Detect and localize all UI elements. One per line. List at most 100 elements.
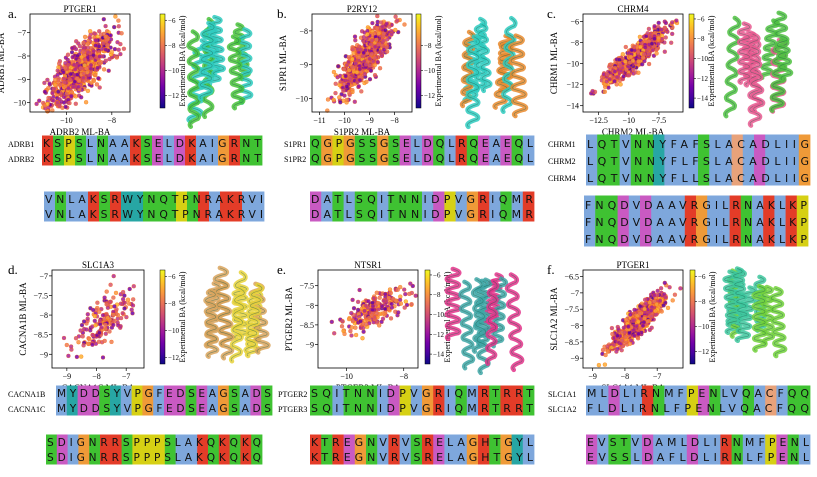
scatter-point <box>344 97 350 103</box>
colorbar-tick-label: −8 <box>424 42 432 50</box>
panel-label: a. <box>8 6 17 21</box>
scatter-point <box>81 40 86 46</box>
scatter-point <box>88 62 94 68</box>
scatter-point <box>103 322 108 328</box>
scatter-point <box>117 325 123 330</box>
scatter-point <box>77 58 82 63</box>
scatter-point <box>112 46 118 52</box>
scatter-point <box>367 56 373 62</box>
scatter-point <box>349 333 354 338</box>
scatter-point <box>636 319 641 325</box>
scatter-point <box>361 325 366 331</box>
residue-cell <box>209 206 221 222</box>
scatter-point <box>339 92 344 97</box>
scatter-point <box>637 34 643 40</box>
scatter-point <box>362 71 368 77</box>
residue-cell <box>53 135 65 151</box>
scatter-point <box>116 18 121 23</box>
scatter-point <box>93 38 98 43</box>
scatter-point <box>663 295 669 300</box>
scatter-point <box>73 46 79 52</box>
residue-cell <box>44 191 56 207</box>
scatter-point <box>626 73 632 78</box>
scatter-point <box>344 62 350 68</box>
x-tick-label: −12.5 <box>589 116 608 125</box>
scatter-point <box>642 297 648 302</box>
scatter-point <box>90 342 95 347</box>
scatter-point <box>96 29 102 34</box>
y-tick-label: −10 <box>13 99 26 108</box>
scatter-point <box>122 293 127 298</box>
scatter-point <box>654 51 659 56</box>
residue-cell <box>99 191 111 207</box>
alignment-row: MLDLIRNMFPENLVQACFQQ <box>586 385 811 401</box>
scatter-point <box>55 68 60 73</box>
scatter-point <box>107 329 112 334</box>
scatter-point <box>379 319 384 325</box>
y-tick-label: −7 <box>570 289 579 298</box>
scatter-point <box>348 328 353 334</box>
y-tick-label: −9 <box>299 61 308 70</box>
scatter-point <box>105 315 111 321</box>
scatter-point <box>106 68 111 73</box>
scatter-point <box>643 45 648 50</box>
scatter-point <box>103 47 108 52</box>
scatter-point <box>72 67 78 72</box>
scatter-point <box>57 103 62 109</box>
scatter-point <box>374 26 380 31</box>
scatter-point <box>126 301 132 306</box>
scatter-point <box>131 283 137 289</box>
alignment-row: EVSSLDAFLDLIRNLFPENL <box>586 449 811 465</box>
scatter-point <box>640 323 646 329</box>
scatter-point <box>69 94 74 99</box>
scatter-point <box>78 66 84 71</box>
residue-cell <box>110 206 122 222</box>
scatter-point <box>357 66 363 72</box>
alignment-row-name: PTGER3 <box>278 405 307 414</box>
scatter-point <box>620 51 626 57</box>
scatter-point <box>376 323 382 328</box>
scatter-point <box>370 59 376 64</box>
residue-cell <box>88 191 100 207</box>
alignment-row: KTREGNVRVSRELAGHTGYL <box>310 449 535 465</box>
scatter-point <box>350 64 356 70</box>
scatter-point <box>61 100 67 105</box>
colorbar <box>159 13 166 109</box>
residue-cell <box>53 150 65 166</box>
alignment-row-name: SLC1A1 <box>548 390 576 399</box>
scatter-point <box>632 307 637 313</box>
scatter-points <box>596 280 683 368</box>
scatter-point <box>57 97 62 102</box>
scatter-point <box>350 297 355 303</box>
x-axis-label: ADRB2 ML-BA <box>50 127 111 137</box>
scatter-point <box>637 303 643 309</box>
protein-structure-image <box>723 10 794 128</box>
scatter-point <box>393 14 398 19</box>
alignment-row-name: CHRM4 <box>548 174 576 183</box>
colorbar-tick-label: −8 <box>698 298 706 306</box>
alignment-row: EVSTVDAMLDLIRNMFPENL <box>586 434 811 450</box>
scatter-point <box>113 290 119 296</box>
scatter-point <box>353 332 359 338</box>
scatter-point <box>338 100 343 105</box>
scatter-point <box>402 305 407 310</box>
scatter-point <box>115 39 120 45</box>
colorbar <box>159 269 166 365</box>
scatter-point <box>55 100 60 105</box>
x-tick-label: −8 <box>390 116 399 125</box>
y-tick-label: −8.5 <box>564 338 579 347</box>
scatter-point <box>103 34 108 40</box>
residue-cell <box>218 135 230 151</box>
scatter-point <box>386 295 392 301</box>
scatter-point <box>621 325 627 331</box>
residue-cell <box>220 191 232 207</box>
residue-cell <box>97 150 109 166</box>
scatter-point <box>395 287 400 292</box>
y-axis-label: S1PR1 ML-BA <box>278 34 288 91</box>
residue-cell <box>141 150 153 166</box>
x-tick-label: −9 <box>63 372 72 381</box>
alignment-row: KSPSLNAAKSELDKAIGRNT <box>42 150 263 166</box>
residue-cell <box>196 135 208 151</box>
scatter-point <box>622 334 628 340</box>
scatter-point <box>111 312 116 317</box>
